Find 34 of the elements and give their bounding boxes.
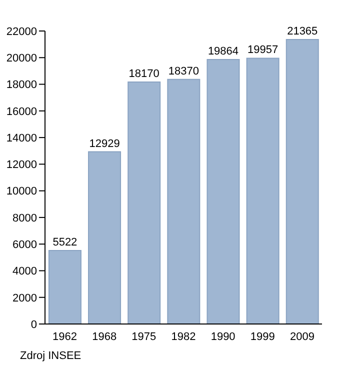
y-tick-label: 0 bbox=[30, 318, 37, 331]
y-tick-label: 8000 bbox=[12, 212, 37, 224]
x-tick-label: 1962 bbox=[52, 330, 78, 343]
y-tick-label: 14000 bbox=[6, 132, 37, 144]
data-label: 18370 bbox=[168, 65, 199, 78]
data-label: 18170 bbox=[128, 68, 160, 80]
bar bbox=[128, 82, 161, 324]
text: Zdroj INSEE bbox=[20, 350, 82, 362]
data-label: 19957 bbox=[248, 44, 278, 56]
y-tick-label: 4000 bbox=[12, 266, 37, 278]
x-tick-label: 1999 bbox=[250, 330, 275, 343]
y-tick-label: 20000 bbox=[6, 52, 37, 65]
x-tick-label: 1982 bbox=[171, 330, 196, 343]
x-tick-label: 1975 bbox=[132, 330, 156, 343]
y-tick-label: 12000 bbox=[6, 159, 37, 172]
data-label: 21365 bbox=[287, 25, 318, 38]
y-tick-label: 22000 bbox=[6, 26, 37, 38]
y-tick-label: 2000 bbox=[12, 292, 37, 304]
x-tick-label: 1968 bbox=[92, 330, 117, 343]
data-label: 19864 bbox=[208, 45, 239, 58]
y-tick-label: 10000 bbox=[6, 186, 37, 198]
bar bbox=[246, 58, 280, 324]
data-label: 12929 bbox=[89, 138, 120, 150]
y-tick-label: 6000 bbox=[12, 238, 37, 251]
y-tick-label: 18000 bbox=[6, 79, 37, 92]
bar bbox=[48, 250, 82, 324]
bar bbox=[167, 78, 200, 324]
y-tick-label: 16000 bbox=[6, 106, 37, 118]
x-tick-label: 1990 bbox=[210, 330, 236, 343]
bar bbox=[206, 58, 240, 324]
bar bbox=[286, 38, 319, 324]
x-tick-label: 2009 bbox=[290, 330, 314, 343]
data-label: 5522 bbox=[52, 236, 78, 248]
bar bbox=[88, 151, 122, 324]
